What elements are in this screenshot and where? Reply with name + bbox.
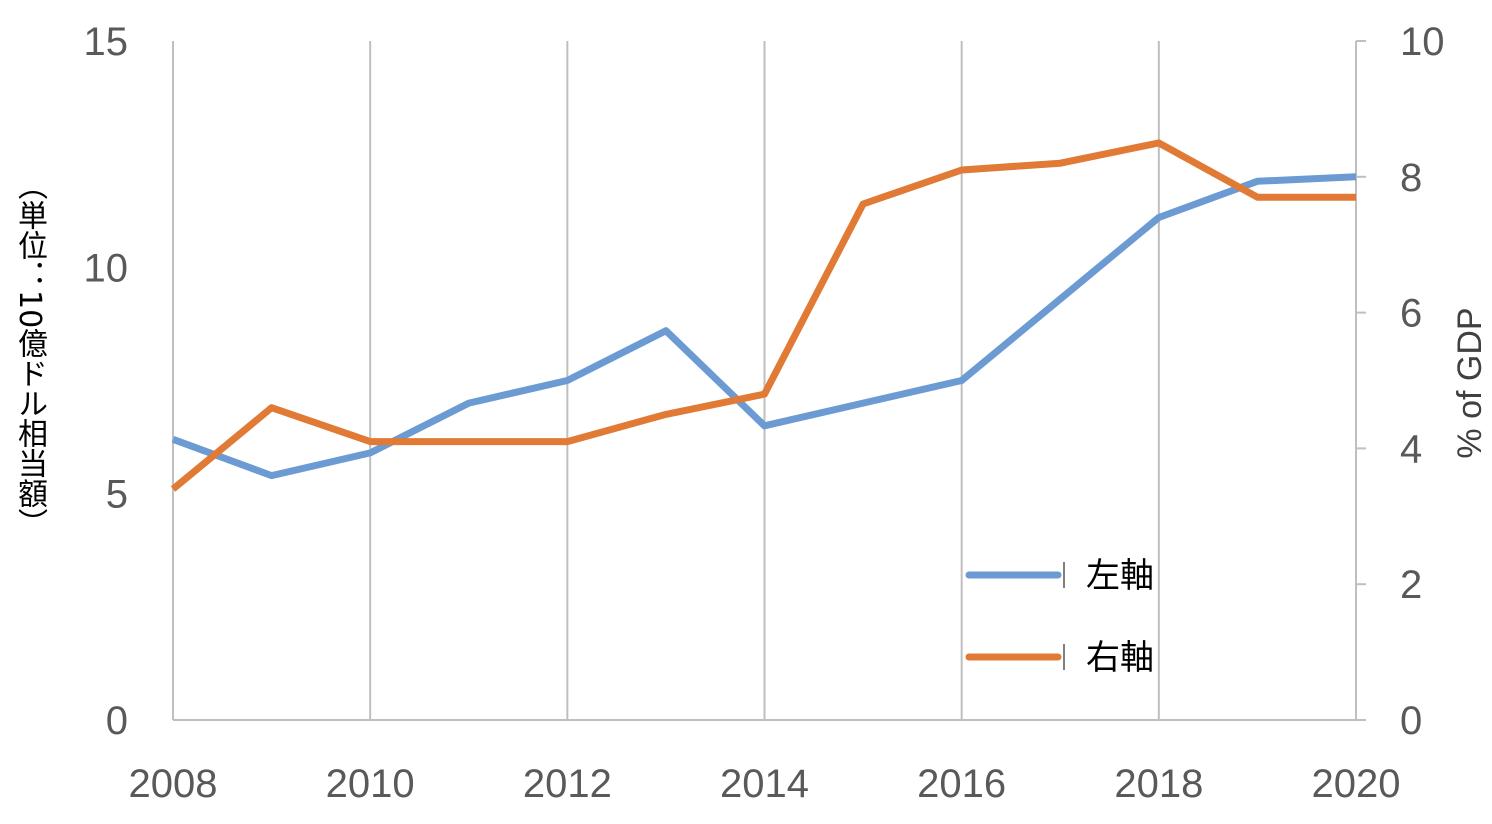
x-tick-label-2014: 2014 (720, 762, 809, 806)
x-tick-label-2012: 2012 (523, 762, 612, 806)
legend-label-1: 左軸 (1086, 556, 1154, 596)
left-tick-label-10: 10 (84, 246, 129, 290)
series-line-1 (171, 173, 1357, 480)
x-tick-label-2008: 2008 (129, 762, 218, 806)
grid-lines (172, 41, 1357, 720)
left-axis-title: （単位：10億ドル相当額） (12, 170, 47, 539)
right-axis-title: % of GDP (1451, 307, 1489, 458)
series-line-2 (170, 139, 1356, 492)
left-axis-ticks: 0 5 10 15 (84, 20, 129, 743)
right-tick-label-6: 6 (1400, 292, 1422, 336)
axes (173, 40, 1366, 721)
right-tick-label-8: 8 (1400, 156, 1422, 200)
right-axis-ticks: 0 2 4 6 8 10 (1400, 20, 1445, 743)
left-tick-label-0: 0 (106, 699, 128, 743)
x-tick-label-2018: 2018 (1114, 762, 1203, 806)
series-lines (170, 139, 1357, 492)
x-axis-ticks: 2008 2010 2012 2014 2016 2018 2020 (129, 762, 1401, 806)
right-tick-label-10: 10 (1400, 20, 1445, 64)
right-tick-label-2: 2 (1400, 563, 1422, 607)
right-tick-label-4: 4 (1400, 427, 1422, 471)
left-tick-label-15: 15 (84, 20, 129, 64)
left-tick-label-5: 5 (106, 473, 128, 517)
x-tick-label-2016: 2016 (917, 762, 1006, 806)
x-tick-label-2020: 2020 (1312, 762, 1401, 806)
x-tick-label-2010: 2010 (326, 762, 415, 806)
legend-label-2: 右軸 (1086, 638, 1154, 678)
right-tick-label-0: 0 (1400, 699, 1422, 743)
